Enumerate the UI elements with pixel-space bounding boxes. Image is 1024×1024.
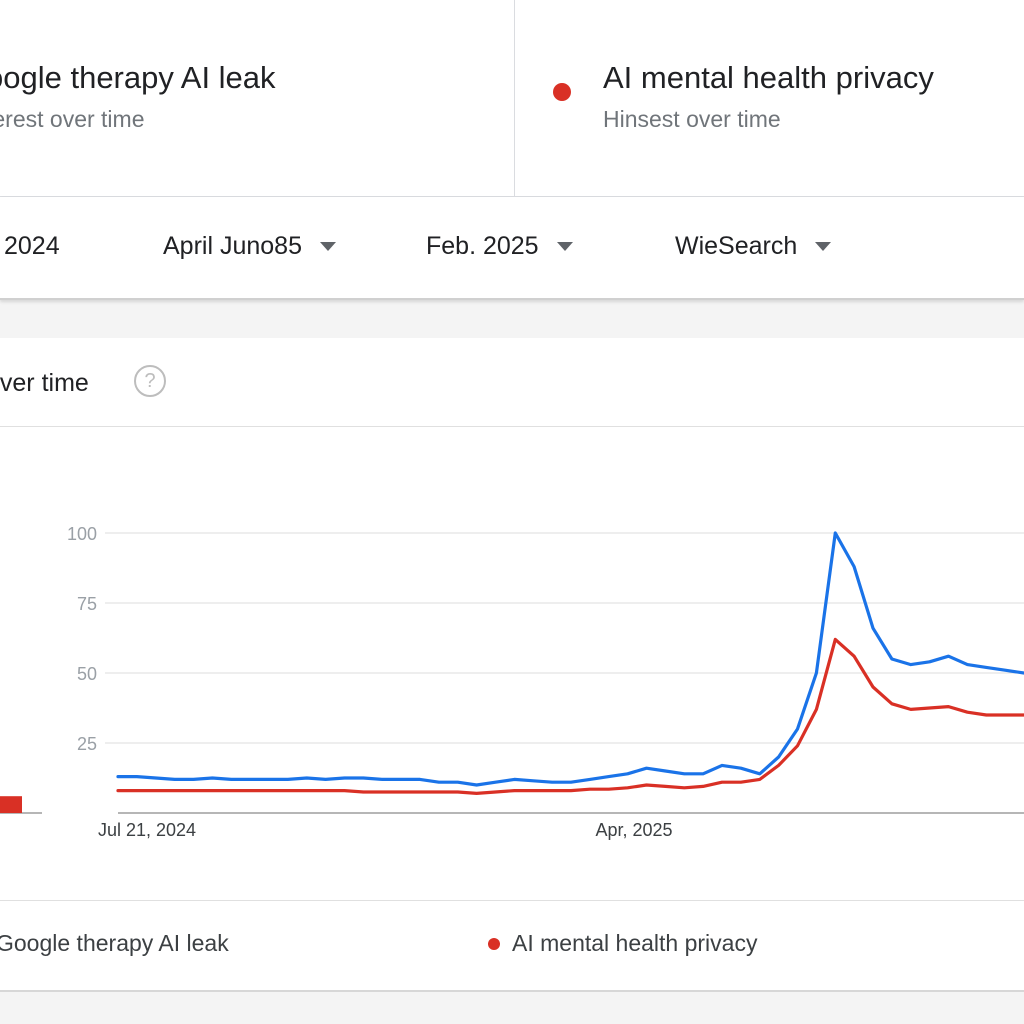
term-1-subtitle: terest over time — [0, 106, 145, 132]
y-tick-label-50: 50 — [77, 664, 97, 684]
term-card-2[interactable]: AI mental health privacy Hinsest over ti… — [514, 0, 1024, 196]
average-bar — [0, 796, 22, 813]
filter-date-range-label: April Juno85 — [163, 231, 302, 260]
filter-search-type-dropdown[interactable]: WieSearch — [675, 228, 832, 264]
chevron-down-icon — [319, 241, 336, 251]
filter-search-type-label: WieSearch — [675, 231, 798, 260]
compare-terms-panel: oogle therapy AI leak terest over time A… — [0, 0, 1024, 197]
series-line-1 — [116, 531, 1024, 787]
term-2-color-dot-icon — [553, 83, 571, 101]
chevron-down-icon — [556, 241, 573, 251]
filter-year-label: 2024 — [4, 231, 60, 260]
filter-bar: 2024 April Juno85 Feb. 2025 WieSearch — [0, 197, 1024, 300]
legend-item-series-2[interactable]: AI mental health privacy — [488, 930, 757, 957]
chart-heading: over time — [0, 369, 89, 397]
trend-line-chart[interactable]: 25 50 75 100 Jul 21, 2024 Apr, 2025 — [0, 338, 1024, 990]
term-card-1[interactable]: oogle therapy AI leak terest over time — [0, 0, 514, 196]
term-2-subtitle: Hinsest over time — [603, 106, 781, 132]
y-tick-label-25: 25 — [77, 734, 97, 754]
legend-label-series-1: Google therapy AI leak — [0, 930, 229, 956]
filter-year[interactable]: 2024 — [4, 228, 60, 264]
term-1-title[interactable]: oogle therapy AI leak — [0, 60, 276, 95]
x-tick-label-2: Apr, 2025 — [595, 820, 672, 840]
divider — [0, 900, 1024, 901]
filter-period-label: Feb. 2025 — [426, 231, 539, 260]
legend-dot-icon — [488, 937, 500, 950]
legend-label-series-2: AI mental health privacy — [512, 930, 758, 956]
term-2-title[interactable]: AI mental health privacy — [603, 60, 934, 95]
filter-date-range-dropdown[interactable]: April Juno85 — [163, 228, 336, 264]
divider — [0, 426, 1024, 427]
filter-period-dropdown[interactable]: Feb. 2025 — [426, 228, 573, 264]
legend-item-series-1[interactable]: Google therapy AI leak — [0, 930, 229, 957]
x-tick-label-1: Jul 21, 2024 — [98, 820, 196, 840]
series-line-2 — [116, 637, 1024, 795]
y-tick-label-75: 75 — [77, 594, 97, 614]
interest-over-time-card: over time ? 25 50 75 100 Jul 21, 2024 Apr, 20… — [0, 338, 1024, 992]
help-circle-icon[interactable]: ? — [134, 365, 166, 397]
chevron-down-icon — [815, 241, 832, 251]
y-tick-label-100: 100 — [67, 524, 97, 544]
